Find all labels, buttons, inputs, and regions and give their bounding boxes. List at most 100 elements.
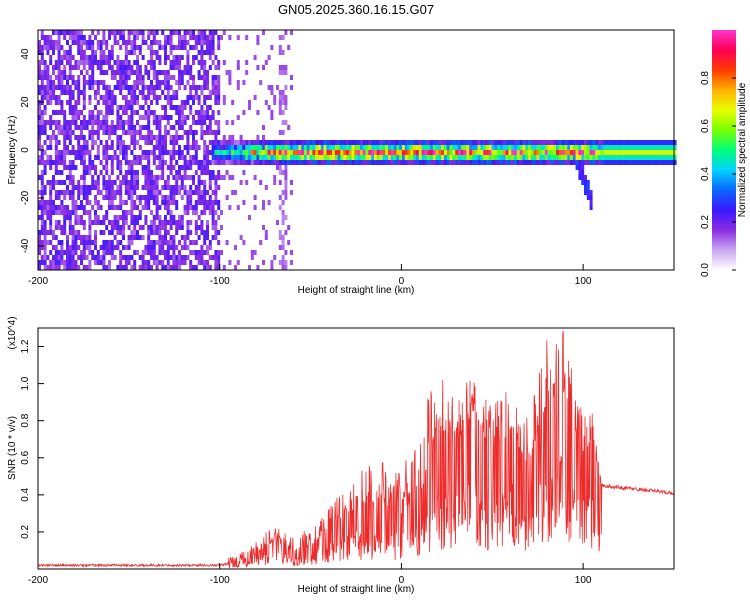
spectrogram-cell [102, 165, 106, 170]
spectrogram-cell [172, 30, 176, 35]
spectrogram-cell [130, 170, 134, 175]
spectrogram-cell [228, 155, 232, 160]
spectrogram-cell [183, 30, 187, 35]
spectrogram-cell [105, 120, 109, 125]
spectrogram-cell [63, 205, 67, 210]
spectrogram-cell [236, 85, 240, 90]
spectrogram-cell [96, 100, 100, 105]
spectrogram-cell [413, 155, 417, 160]
spectrogram-cell [40, 70, 44, 75]
spectrogram-cell [60, 85, 64, 90]
spectrogram-cell [178, 190, 181, 195]
spectrogram-cell [119, 190, 123, 195]
spectrogram-cell [172, 255, 176, 260]
spectrogram-cell [214, 65, 218, 70]
spectrogram-cell [264, 140, 268, 145]
spectrogram-cell [63, 70, 67, 75]
colorbar-gradient [712, 30, 736, 270]
spectrogram-cell [505, 145, 509, 150]
spectrogram-cell [113, 40, 117, 45]
spectrogram-cell [536, 145, 540, 150]
spectrogram-cell [206, 50, 209, 55]
spectrogram-cell [96, 65, 100, 70]
spectrogram-cell [122, 200, 125, 205]
spectrogram-cell [665, 155, 669, 160]
snr-x-axis: -200 -100 0 100 [28, 563, 592, 586]
spectrogram-cell [404, 155, 408, 160]
spectrogram-cell [430, 155, 433, 160]
spectrogram-cell [371, 140, 375, 145]
spectrogram-cell [200, 65, 204, 70]
spectrogram-cell [665, 145, 669, 150]
spectrogram-cell [43, 40, 47, 45]
spectrogram-cell [483, 140, 487, 145]
spectrogram-cell [71, 200, 75, 205]
spectrogram-cell [217, 145, 221, 150]
spectrogram-cell [228, 160, 232, 165]
spectrogram-cell [136, 160, 139, 165]
spectrogram-cell [284, 140, 288, 145]
spectrogram-cell [278, 160, 282, 165]
spectrogram-cell [119, 65, 123, 70]
spectrogram-cell [164, 140, 167, 145]
spectrogram-cell [138, 30, 142, 35]
spectrogram-cell [250, 250, 254, 255]
spectrogram-cell [348, 140, 352, 145]
spectrogram-cell [80, 50, 83, 55]
spectrogram-cell [66, 125, 69, 130]
spectrogram-cell [550, 150, 554, 155]
spectrogram-cell [245, 160, 249, 165]
spectrogram-cell [119, 160, 123, 165]
spectrogram-cell [116, 230, 120, 235]
spectrogram-cell [68, 170, 72, 175]
spectrogram-cell [119, 215, 123, 220]
spectrogram-cell [217, 80, 221, 85]
spectrogram-cell [158, 245, 162, 250]
spectrogram-cell [259, 140, 263, 145]
spectrogram-cell [200, 230, 204, 235]
spectrogram-cell [228, 75, 232, 80]
colorbar-tick-label: 0.2 [700, 215, 711, 229]
spectrogram-cell [309, 160, 313, 165]
spectrogram-cell [318, 140, 321, 145]
spectrogram-cell [68, 110, 72, 115]
spectrogram-cell [80, 240, 83, 245]
spectrogram-cell [172, 55, 176, 60]
spectrogram-cell [539, 155, 543, 160]
spectrogram-cell [673, 150, 677, 155]
spectrogram-cell [211, 170, 215, 175]
spectrogram-cell [169, 245, 173, 250]
spectrogram-cell [203, 235, 207, 240]
spectrogram-cells [38, 30, 677, 270]
spectrogram-cell [99, 160, 103, 165]
spectrogram-cell [172, 265, 176, 270]
spectrogram-cell [183, 175, 187, 180]
spectrogram-cell [217, 95, 221, 100]
spectrogram-cell [278, 230, 282, 235]
spectrogram-cell [110, 205, 114, 210]
spectrogram-cell [113, 150, 117, 155]
spectrogram-cell [116, 70, 120, 75]
spectrogram-cell [206, 70, 209, 75]
spectrogram-cell [183, 120, 187, 125]
spectrogram-cell [74, 220, 78, 225]
spectrogram-cell [46, 40, 50, 45]
spectrogram-cell [264, 150, 268, 155]
spectrogram-cell [186, 200, 190, 205]
spectrogram-cell [166, 90, 170, 95]
spectrogram-cell [66, 80, 69, 85]
spectrogram-cell [158, 150, 162, 155]
spectrogram-cell [66, 245, 69, 250]
spectrogram-cell [138, 50, 142, 55]
spectrogram-cell [399, 150, 403, 155]
spectrogram-cell [169, 40, 173, 45]
spectrogram-cell [189, 160, 193, 165]
spectrogram-cell [371, 155, 375, 160]
spectrogram-cell [648, 140, 652, 145]
spectrogram-cell [172, 185, 176, 190]
spectrogram-cell [105, 70, 109, 75]
spectrogram-cell [108, 195, 111, 200]
spectrogram-cell [161, 70, 165, 75]
spectrogram-cell [169, 115, 173, 120]
spectrogram-cell [416, 140, 419, 145]
